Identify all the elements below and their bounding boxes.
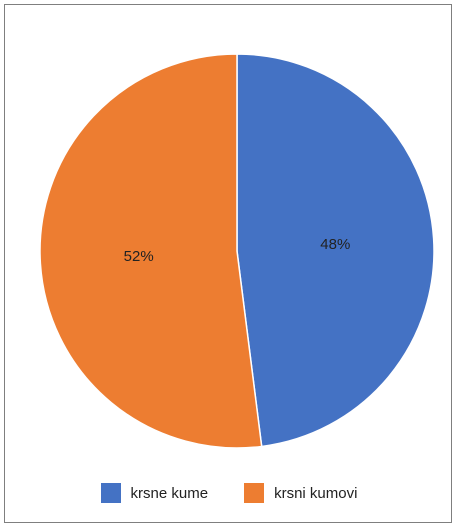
pie-slice-krsni-kumovi (39, 53, 263, 449)
pie-slices (39, 53, 435, 449)
slice-label-krsni-kumovi: 52% (124, 248, 154, 265)
pie-labels: 48% 52% (124, 236, 351, 265)
legend-swatch-krsni-kumovi (244, 483, 265, 503)
chart-legend: krsne kume krsni kumovi (0, 481, 458, 505)
slice-label-krsne-kume: 48% (320, 236, 350, 253)
legend-item-krsni-kumovi: krsni kumovi (244, 483, 357, 503)
legend-item-krsne-kume: krsne kume (100, 483, 209, 503)
legend-label-krsne-kume: krsne kume (130, 484, 209, 502)
legend-label-krsni-kumovi: krsni kumovi (274, 484, 358, 502)
legend-swatch-krsne-kume (100, 483, 121, 503)
pie-slice-krsne-kume (236, 53, 435, 448)
